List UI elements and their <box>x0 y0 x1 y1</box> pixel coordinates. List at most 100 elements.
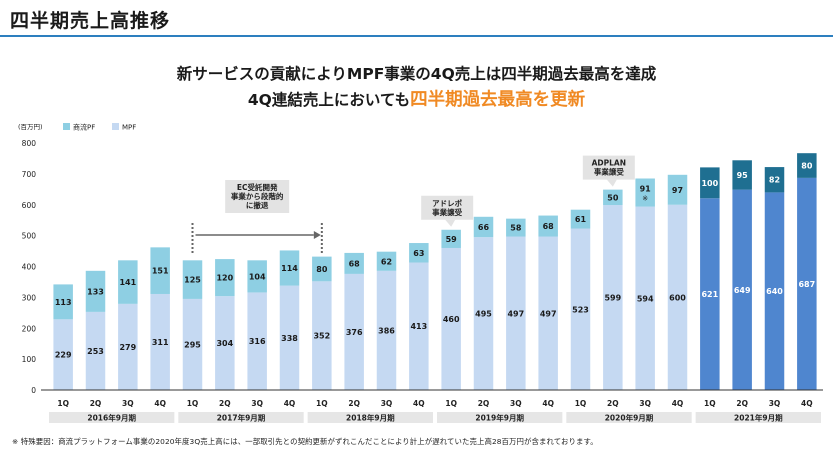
x-tick-label: 3Q <box>769 399 781 408</box>
year-group-box <box>695 412 821 423</box>
year-group-label: 2021年9月期 <box>734 413 783 423</box>
x-tick-label: 1Q <box>187 399 199 408</box>
bar-pf <box>247 260 267 293</box>
data-label-pf: 62 <box>381 257 392 266</box>
data-label-mpf: 304 <box>216 339 233 348</box>
data-label-pf: 82 <box>769 176 780 185</box>
year-group-label: 2019年9月期 <box>475 413 524 423</box>
legend-swatch-pf <box>63 123 70 130</box>
bar-pf <box>312 256 332 282</box>
data-label-mpf: 497 <box>507 309 524 318</box>
year-group-box <box>566 412 692 423</box>
data-label-mpf: 386 <box>378 326 395 335</box>
bar-mpf <box>312 281 332 390</box>
headline-line1: 新サービスの貢献によりMPF事業の4Q売上は四半期過去最高を達成 <box>176 65 657 83</box>
data-label-mpf: 687 <box>798 280 815 289</box>
bar-pf <box>700 167 720 199</box>
callout-arrow-head <box>313 231 321 239</box>
x-tick-label: 4Q <box>801 399 813 408</box>
y-tick-label: 800 <box>22 139 37 148</box>
x-tick-label: 1Q <box>316 399 328 408</box>
callout-text: に撤退 <box>246 200 269 210</box>
bar-mpf <box>247 292 267 390</box>
bar-pf <box>279 250 300 286</box>
callout-text: 事業から段階的 <box>231 191 284 201</box>
year-group-box <box>49 412 175 423</box>
data-label-mpf: 621 <box>701 290 718 299</box>
bar-mpf <box>85 311 106 390</box>
x-tick-label: 3Q <box>381 399 393 408</box>
year-group-label: 2017年9月期 <box>217 413 266 423</box>
callout-box <box>421 195 474 220</box>
x-tick-label: 4Q <box>672 399 684 408</box>
y-tick-label: 200 <box>22 324 37 333</box>
bar-mpf <box>667 204 688 390</box>
bar-mpf <box>732 189 752 390</box>
callout-box <box>582 155 635 180</box>
bar-mpf <box>409 262 429 390</box>
data-label-mpf: 229 <box>55 351 72 360</box>
data-label-pf: 114 <box>281 264 298 273</box>
x-tick-label: 2Q <box>348 399 360 408</box>
headline-line2: 4Q連結売上においても四半期過去最高を更新 <box>0 86 833 111</box>
data-label-mpf: 523 <box>572 305 589 314</box>
data-label-pf: 66 <box>478 223 490 232</box>
page-title: 四半期売上高推移 <box>10 10 171 32</box>
data-label-mpf: 599 <box>604 294 621 303</box>
x-tick-label: 4Q <box>154 399 166 408</box>
legend-swatch-mpf <box>112 123 119 130</box>
data-label-pf: 141 <box>119 278 136 287</box>
year-group-label: 2016年9月期 <box>87 413 136 423</box>
year-group-box <box>307 412 433 423</box>
title-rule <box>0 35 833 37</box>
y-tick-label: 100 <box>22 355 37 364</box>
x-tick-label: 2Q <box>736 399 748 408</box>
bar-pf <box>150 247 170 294</box>
bar-pf <box>538 215 558 237</box>
data-label-pf: 68 <box>349 259 361 268</box>
data-label-pf: 80 <box>316 265 328 274</box>
bar-pf <box>473 216 494 238</box>
callout-pointer <box>606 179 617 187</box>
bar-mpf <box>473 237 494 390</box>
y-tick-label: 500 <box>22 232 37 241</box>
y-unit-label: (百万円) <box>18 123 43 131</box>
x-tick-label: 2Q <box>607 399 619 408</box>
data-label-pf: 125 <box>184 276 201 285</box>
data-label-mpf: 316 <box>249 337 266 346</box>
bar-pf <box>797 153 817 178</box>
callout-text: 事業譲受 <box>594 167 624 177</box>
bar-pf <box>635 178 655 207</box>
bar-pf <box>667 174 688 205</box>
quarterly-sales-chart: (百万円) 商流PF MPF 0 100 200 300 400 500 600 700 800 229… <box>18 123 823 423</box>
data-label-pf: 59 <box>446 235 458 244</box>
bar-pf <box>85 270 106 312</box>
callout-text: ADPLAN <box>592 159 626 168</box>
data-label-pf: 63 <box>413 249 424 258</box>
year-group-label: 2020年9月期 <box>605 413 654 423</box>
footnote: ※ 特殊要因：商流プラットフォーム事業の2020年度3Q売上高には、一部取引先と… <box>12 437 598 446</box>
bar-pf <box>182 260 203 299</box>
y-tick-label: 0 <box>31 386 36 395</box>
x-tick-label: 4Q <box>284 399 296 408</box>
data-label-mpf: 495 <box>475 310 492 319</box>
x-tick-label: 1Q <box>704 399 716 408</box>
bar-mpf <box>538 236 558 390</box>
data-label-mpf: 279 <box>119 343 136 352</box>
note-mark: ※ <box>642 195 648 203</box>
data-label-pf: 61 <box>575 215 587 224</box>
x-tick-label: 2Q <box>90 399 102 408</box>
data-label-mpf: 376 <box>346 328 363 337</box>
data-label-pf: 104 <box>249 272 266 281</box>
bar-mpf <box>570 228 591 390</box>
x-tick-label: 2Q <box>478 399 490 408</box>
data-label-mpf: 338 <box>281 334 298 343</box>
bar-mpf <box>279 285 300 390</box>
bar-mpf <box>182 298 203 390</box>
data-label-pf: 120 <box>216 274 233 283</box>
bar-pf <box>764 167 785 193</box>
data-label-mpf: 649 <box>734 286 751 295</box>
bar-mpf <box>764 192 785 390</box>
callout-text: アドレポ <box>432 198 462 208</box>
data-label-pf: 58 <box>510 224 522 233</box>
